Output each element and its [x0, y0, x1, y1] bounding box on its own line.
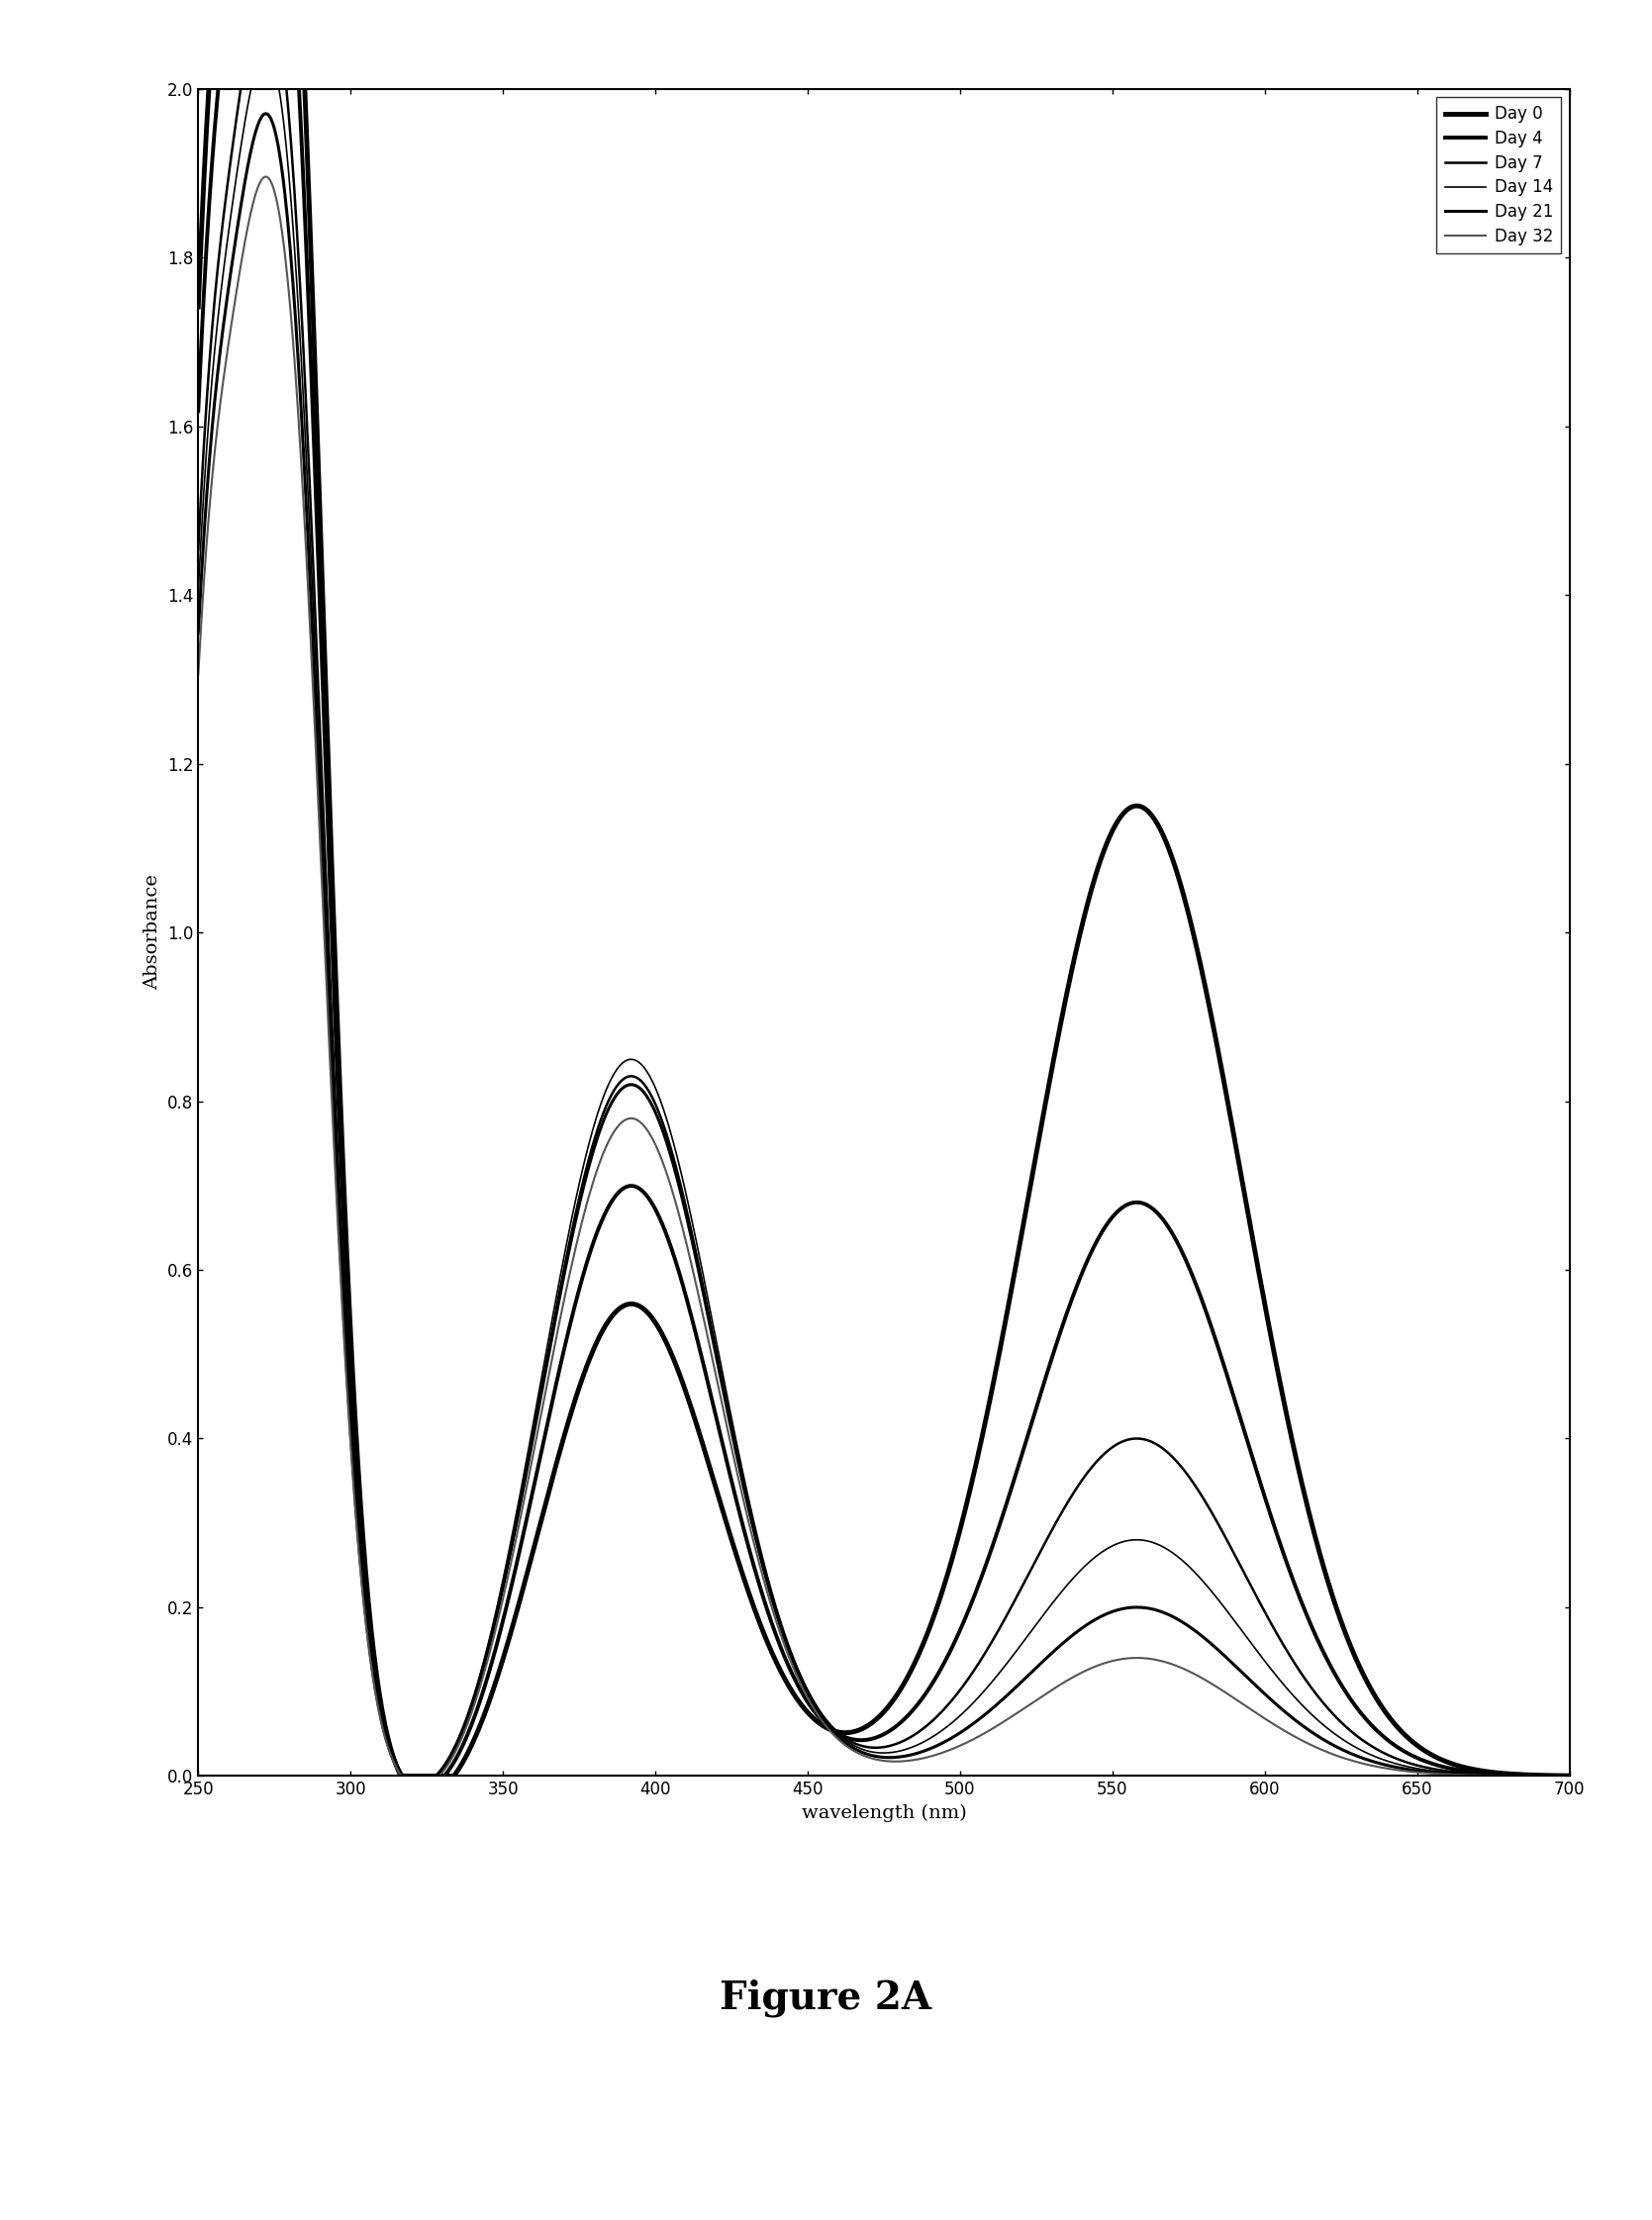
Day 0: [1133, 795, 1153, 821]
Day 4: [188, 397, 208, 424]
Day 14: [256, 38, 276, 64]
Day 4: [745, 1558, 765, 1585]
Text: Figure 2A: Figure 2A: [720, 1978, 932, 2018]
Day 21: [1285, 1707, 1305, 1734]
Legend: Day 0, Day 4, Day 7, Day 14, Day 21, Day 32: Day 0, Day 4, Day 7, Day 14, Day 21, Day…: [1436, 98, 1561, 253]
Day 4: [795, 1685, 814, 1712]
Day 0: [188, 293, 208, 320]
Day 14: [745, 1516, 765, 1543]
Day 0: [795, 1696, 814, 1723]
Day 7: [188, 537, 208, 564]
Day 14: [1285, 1685, 1305, 1712]
Day 7: [1260, 1610, 1280, 1636]
Day 32: [1133, 1645, 1153, 1672]
Day 4: [393, 1763, 413, 1789]
Day 21: [188, 619, 208, 646]
Day 32: [393, 1763, 413, 1789]
Day 21: [745, 1525, 765, 1552]
Day 32: [795, 1681, 814, 1707]
Day 21: [1133, 1594, 1153, 1621]
Day 21: [1260, 1685, 1280, 1712]
Day 0: [392, 1763, 411, 1789]
Day 32: [1559, 1763, 1579, 1789]
Day 0: [1285, 1441, 1305, 1467]
Day 32: [1285, 1723, 1305, 1749]
Day 14: [795, 1672, 814, 1698]
Day 7: [1559, 1763, 1579, 1789]
Day 7: [795, 1672, 814, 1698]
Line: Day 0: Day 0: [198, 0, 1569, 1776]
Day 4: [1133, 1190, 1153, 1217]
Day 32: [256, 164, 276, 191]
Day 32: [1260, 1709, 1280, 1736]
Line: Day 32: Day 32: [198, 178, 1569, 1776]
Line: Day 14: Day 14: [198, 51, 1569, 1776]
Day 14: [395, 1763, 415, 1789]
Day 4: [330, 1119, 350, 1146]
Day 21: [1559, 1763, 1579, 1789]
Day 4: [1285, 1572, 1305, 1598]
Day 14: [188, 577, 208, 604]
Day 14: [330, 1205, 350, 1232]
Line: Day 21: Day 21: [198, 113, 1569, 1776]
Line: Day 7: Day 7: [198, 0, 1569, 1776]
Day 32: [745, 1536, 765, 1563]
Day 21: [256, 100, 276, 127]
Day 7: [395, 1763, 415, 1789]
X-axis label: wavelength (nm): wavelength (nm): [801, 1805, 966, 1823]
Day 32: [330, 1245, 350, 1272]
Y-axis label: Absorbance: Absorbance: [144, 875, 162, 990]
Day 7: [1285, 1649, 1305, 1676]
Day 4: [1260, 1501, 1280, 1527]
Day 21: [330, 1225, 350, 1252]
Day 4: [1559, 1763, 1579, 1789]
Day 32: [188, 662, 208, 688]
Day 0: [745, 1598, 765, 1625]
Line: Day 4: Day 4: [198, 0, 1569, 1776]
Day 7: [745, 1521, 765, 1547]
Day 14: [1260, 1654, 1280, 1681]
Day 14: [1133, 1527, 1153, 1554]
Day 14: [1559, 1763, 1579, 1789]
Day 21: [393, 1763, 413, 1789]
Day 7: [1133, 1425, 1153, 1452]
Day 21: [795, 1674, 814, 1701]
Day 0: [1559, 1763, 1579, 1789]
Day 7: [330, 1185, 350, 1212]
Day 0: [1260, 1319, 1280, 1345]
Day 0: [330, 1068, 350, 1094]
